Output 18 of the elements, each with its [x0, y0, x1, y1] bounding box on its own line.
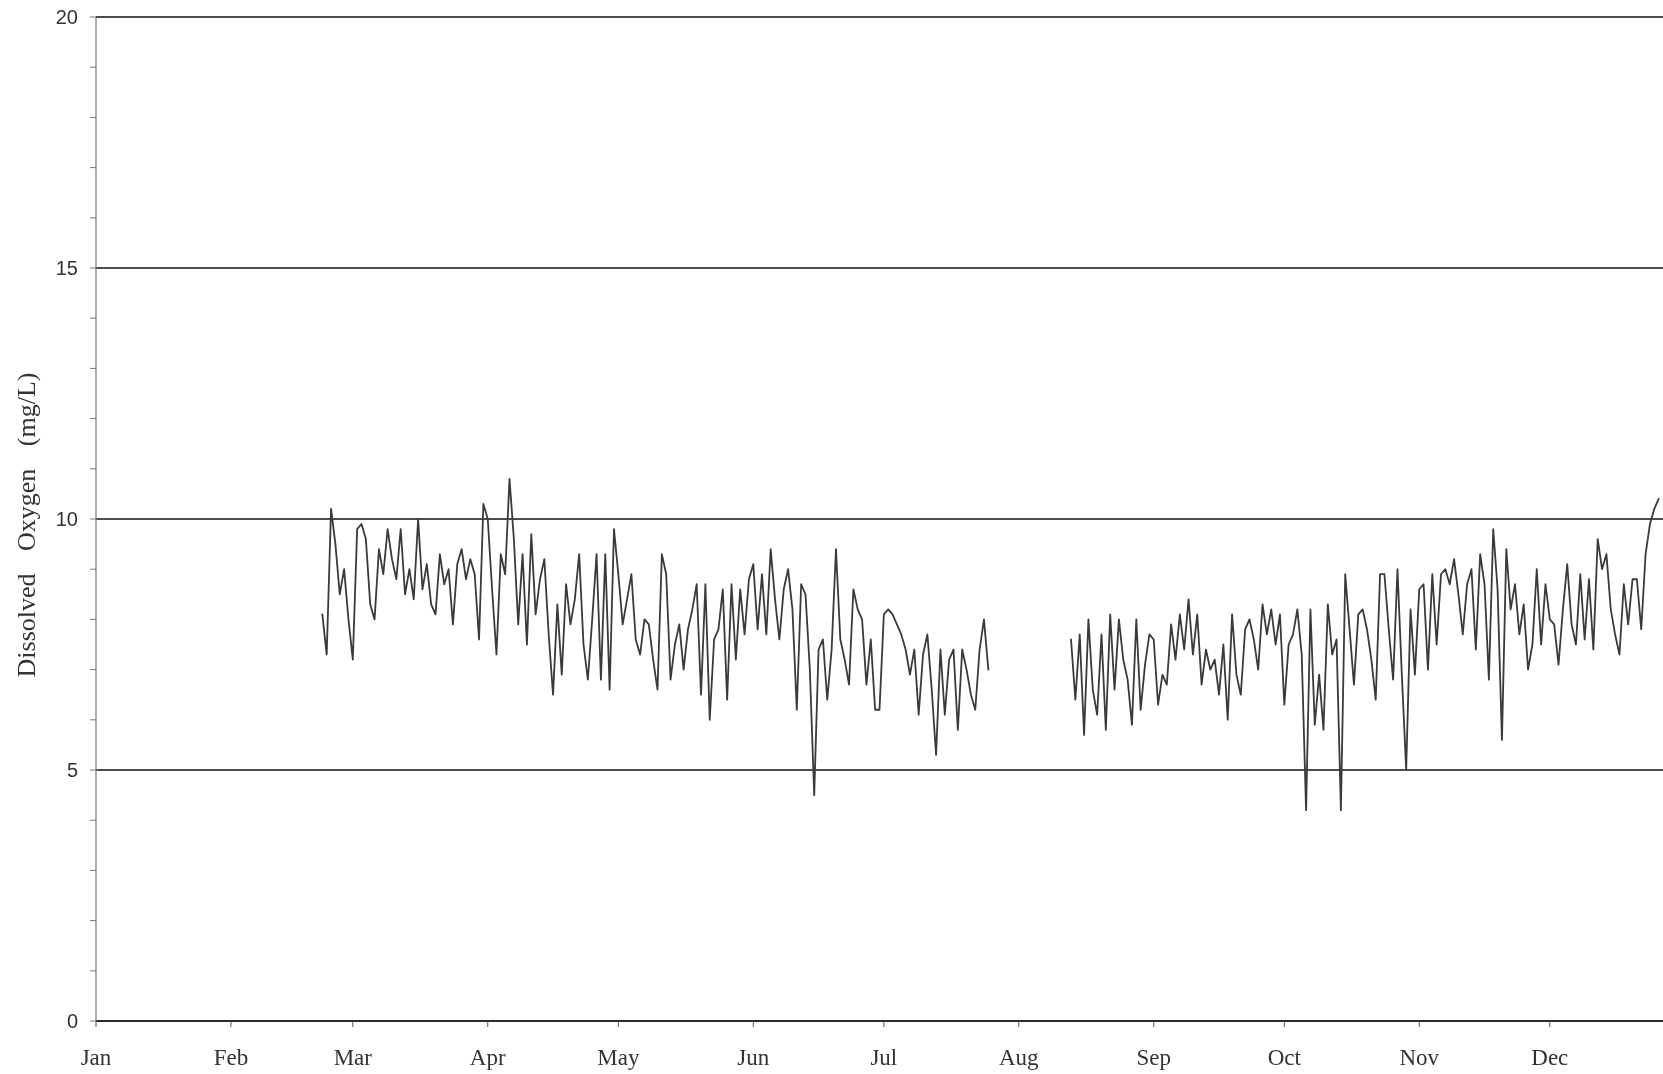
x-tick-label: Feb	[213, 1045, 249, 1071]
y-tick-label: 5	[66, 759, 78, 782]
x-tick-label: Apr	[469, 1045, 506, 1071]
x-tick-label: Mar	[333, 1045, 373, 1071]
x-tick-label: Aug	[998, 1045, 1040, 1071]
y-tick-label: 15	[55, 257, 78, 280]
y-tick-label: 0	[66, 1010, 78, 1033]
x-tick-label: Jun	[737, 1045, 770, 1071]
x-tick-label: Jul	[870, 1045, 898, 1071]
y-tick-label: 10	[55, 508, 78, 531]
y-tick-label: 20	[55, 6, 78, 29]
y-axis-title: Dissolved Oxygen (mg/L)	[11, 372, 41, 678]
x-tick-label: May	[597, 1045, 640, 1071]
x-tick-label: Dec	[1531, 1045, 1569, 1071]
x-tick-label: Jan	[80, 1045, 112, 1071]
x-tick-label: Sep	[1136, 1045, 1171, 1071]
x-tick-label: Nov	[1399, 1045, 1440, 1071]
x-tick-label: Oct	[1267, 1045, 1302, 1071]
